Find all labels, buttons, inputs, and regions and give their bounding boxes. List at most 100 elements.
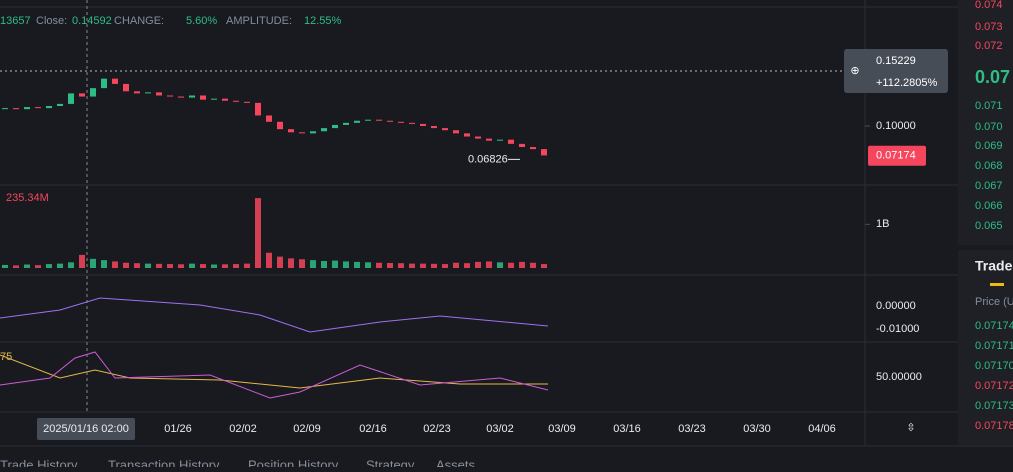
volume-bar [365, 262, 371, 268]
volume-bar [46, 264, 52, 268]
candle [365, 119, 371, 121]
order-book-price: 0.067 [975, 180, 1003, 192]
macd-tick: 0.00000 [876, 300, 916, 312]
candle [134, 91, 140, 94]
marker-box [844, 49, 948, 94]
candle [178, 96, 184, 98]
volume-bar [266, 252, 272, 268]
volume-bar [2, 264, 8, 268]
volume-bar [431, 263, 437, 268]
open-value: 13657 [0, 15, 31, 27]
order-book-price: 0.07 [975, 67, 1010, 87]
date-tick: 04/06 [808, 423, 836, 435]
candle [420, 123, 426, 126]
label: Close: [36, 15, 67, 27]
candle [167, 95, 173, 97]
date-tick: 03/16 [613, 423, 641, 435]
candle [200, 95, 206, 100]
order-book-price: 0.073 [975, 21, 1003, 33]
candle [530, 147, 536, 150]
marker-icon[interactable]: ⊕ [850, 65, 859, 77]
order-book-price: 0.068 [975, 160, 1003, 172]
label: AMPLITUDE: [226, 15, 292, 27]
scale-icon[interactable]: ⇳ [906, 422, 915, 434]
volume-bar [57, 263, 63, 268]
trade-price: 0.07174 [975, 320, 1013, 332]
volume-bar [233, 264, 239, 268]
bottom-tab[interactable]: Assets [436, 457, 476, 472]
volume-bar [101, 260, 107, 268]
candle [24, 107, 30, 110]
candle [376, 119, 382, 121]
crosshair-date-box [37, 418, 135, 440]
date-tick: 02/16 [359, 423, 387, 435]
bottom-tab[interactable]: Transaction History [108, 457, 220, 472]
candle [288, 129, 294, 133]
volume-bar [332, 260, 338, 268]
volume-bar [497, 262, 503, 268]
candle [35, 107, 41, 109]
candle [57, 103, 63, 107]
candle [277, 121, 283, 130]
candle [90, 88, 96, 97]
candle [541, 149, 547, 156]
close-value: 0.14592 [72, 15, 112, 27]
label: CHANGE: [114, 15, 164, 27]
volume-bar [24, 264, 30, 268]
candle [442, 128, 448, 131]
candle [299, 132, 305, 134]
trades-title[interactable]: Trades [975, 258, 1013, 274]
candle [475, 136, 481, 139]
bottom-tab[interactable]: Trade History [0, 457, 78, 472]
candle [233, 100, 239, 102]
candle [211, 98, 217, 100]
volume-bar [222, 264, 228, 268]
volume-bar [13, 265, 19, 268]
candle [244, 101, 250, 103]
rsi-line [0, 354, 548, 389]
volume-bar [123, 262, 129, 268]
volume-bar [420, 263, 426, 268]
current-price: 0.07174 [876, 150, 916, 162]
candle [112, 78, 118, 84]
order-book-bg [958, 0, 1013, 245]
candle [464, 133, 470, 137]
trades-column: Price (U [975, 296, 1013, 308]
trades-bg [958, 250, 1013, 445]
volume-bar [508, 262, 514, 268]
date-tick: 02/09 [293, 423, 321, 435]
date-tick: 02/02 [229, 423, 257, 435]
order-book-price: 0.066 [975, 200, 1003, 212]
trade-price: 0.07171 [975, 340, 1013, 352]
date-tick: 03/02 [486, 423, 514, 435]
bottom-tab[interactable]: Strategy [366, 457, 415, 472]
candle [497, 139, 503, 141]
bottom-tab[interactable]: Position History [248, 457, 339, 472]
volume-bar [321, 261, 327, 268]
candle [519, 143, 525, 148]
volume-bar [541, 264, 547, 268]
volume-bar [299, 259, 305, 268]
volume-bar [244, 263, 250, 268]
volume-bar [211, 264, 217, 268]
low-label: 0.06826 [468, 153, 508, 165]
volume-bar [486, 261, 492, 268]
marker-price: 0.15229 [876, 55, 916, 67]
volume-bar [310, 260, 316, 268]
volume-bar [178, 264, 184, 268]
candle [79, 93, 85, 97]
candle [321, 128, 327, 132]
date-tick: 01/26 [164, 423, 192, 435]
candle [266, 115, 272, 122]
candle [310, 131, 316, 134]
volume-bar [464, 263, 470, 268]
candle [13, 108, 19, 110]
date-tick: 03/09 [548, 423, 576, 435]
volume-bar [376, 262, 382, 268]
volume-bar [354, 261, 360, 268]
rsi-line-2 [0, 351, 549, 399]
candle [145, 92, 151, 94]
candle [255, 102, 261, 116]
date-tick: 03/30 [743, 423, 771, 435]
